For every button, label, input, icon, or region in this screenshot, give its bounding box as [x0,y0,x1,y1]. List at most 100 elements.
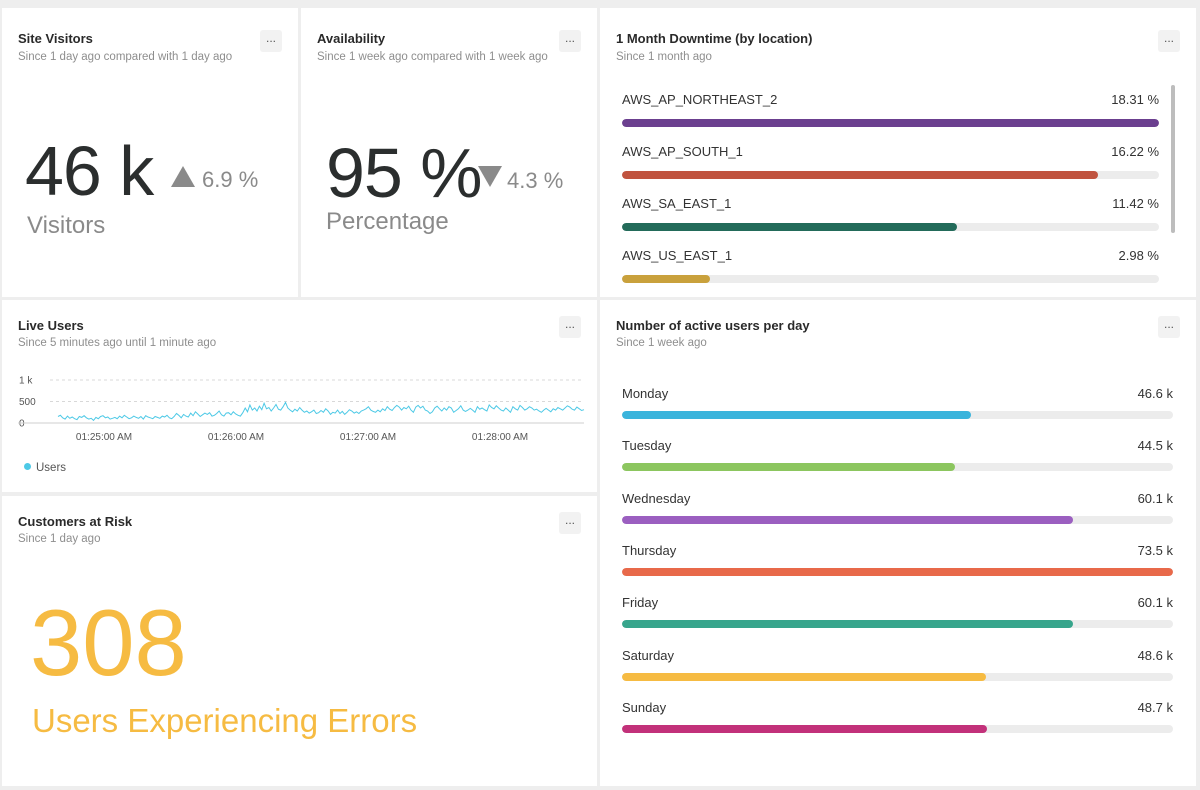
y-tick-label: 500 [19,397,36,408]
active-users-bar-label: Saturday [622,647,675,663]
live-users-card: Live Users Since 5 minutes ago until 1 m… [2,300,597,492]
site-visitors-value: 46 k [25,132,154,210]
active-users-bar-row: Sunday 48.7 k [622,700,1173,752]
active-users-bar-label: Sunday [622,699,667,715]
y-tick-label: 0 [19,419,25,430]
downtime-bar-value: 2.98 % [1118,248,1159,263]
x-tick-label: 01:28:00 AM [472,432,528,443]
site-visitors-menu-button[interactable]: ... [260,30,282,52]
downtime-title: 1 Month Downtime (by location) [616,31,813,46]
customers-at-risk-menu-button[interactable]: ... [559,512,581,534]
downtime-bar-label: AWS_AP_NORTHEAST_2 [622,92,778,107]
x-tick-label: 01:26:00 AM [208,432,264,443]
downtime-bar-track [622,223,1159,231]
active-users-bar-label: Monday [622,386,669,401]
live-users-legend: Users [24,462,66,474]
downtime-bar-fill [622,223,958,231]
availability-delta: 4.3 % [507,168,564,193]
active-users-bar-fill [622,724,988,733]
x-tick-label: 01:25:00 AM [76,432,132,443]
active-users-title: Number of active users per day [616,318,810,333]
downtime-subtitle: Since 1 month ago [616,51,712,63]
active-users-subtitle: Since 1 week ago [616,337,707,349]
active-users-bar-track [622,672,1173,681]
site-visitors-unit: Visitors [27,212,106,239]
downtime-bar-value: 16.22 % [1111,144,1159,159]
active-users-bar-track [622,411,1173,419]
active-users-bar-value: 46.6 k [1137,386,1173,401]
site-visitors-card: Site Visitors Since 1 day ago compared w… [2,8,298,297]
active-users-bar-row: Friday 60.1 k [622,595,1173,647]
x-tick-label: 01:27:00 AM [340,432,396,443]
active-users-bar-value: 60.1 k [1137,595,1173,611]
downtime-bar-fill [622,119,1159,127]
active-users-bar-fill [622,672,987,681]
live-users-menu-button[interactable]: ... [559,316,581,338]
downtime-bar-label: AWS_SA_EAST_1 [622,196,732,211]
live-users-line-chart: 1 k 500 0 01:25:00 AM 01:26:00 AM 01:27:00 AM… [18,376,585,443]
downtime-bar-label: AWS_AP_SOUTH_1 [622,144,743,159]
legend-dot-icon [24,463,31,470]
active-users-bar-track [622,620,1173,629]
customers-at-risk-title: Customers at Risk [18,514,133,529]
downtime-bar-fill [622,171,1098,179]
active-users-bar-track [622,567,1173,576]
active-users-bar-label: Thursday [622,542,677,558]
active-users-bar-value: 48.7 k [1137,699,1173,715]
downtime-bar-row: AWS_AP_SOUTH_1 16.22 % [622,144,1159,196]
downtime-bar-value: 11.42 % [1112,196,1159,211]
active-users-bar-row: Wednesday 60.1 k [622,491,1173,543]
downtime-bar-label: AWS_US_EAST_1 [622,248,733,263]
active-users-card: Number of active users per day Since 1 w… [600,300,1196,786]
active-users-bar-row: Tuesday 44.5 k [622,438,1173,490]
active-users-bar-label: Tuesday [622,438,672,454]
availability-value: 95 % [326,134,483,212]
downtime-bar-track [622,275,1159,283]
availability-menu-button[interactable]: ... [559,30,581,52]
trend-down-icon [478,166,502,187]
downtime-bar-value: 18.31 % [1111,92,1159,107]
active-users-bar-value: 60.1 k [1137,490,1173,506]
downtime-bar-row: AWS_SA_EAST_1 11.42 % [622,196,1159,248]
site-visitors-delta: 6.9 % [202,167,259,192]
downtime-scrollbar[interactable] [1171,85,1175,233]
active-users-bar-row: Thursday 73.5 k [622,543,1173,595]
downtime-bar-fill [622,275,710,283]
customers-at-risk-subtitle: Since 1 day ago [18,533,101,545]
live-users-subtitle: Since 5 minutes ago until 1 minute ago [18,337,217,349]
active-users-bar-label: Friday [622,595,659,611]
customers-at-risk-card: Customers at Risk Since 1 day ago ... [2,496,597,786]
downtime-bar-track [622,171,1159,179]
active-users-bar-value: 44.5 k [1137,438,1173,454]
active-users-bar-fill [622,515,1073,524]
active-users-bar-fill [622,463,956,472]
site-visitors-title: Site Visitors [18,31,93,46]
downtime-menu-button[interactable]: ... [1158,30,1180,52]
active-users-bar-row: Monday 46.6 k [622,386,1173,438]
availability-subtitle: Since 1 week ago compared with 1 week ag… [317,51,548,63]
active-users-bar-fill [622,567,1173,576]
active-users-bar-track [622,724,1173,733]
active-users-menu-button[interactable]: ... [1158,316,1180,338]
legend-label: Users [36,462,67,474]
availability-card: Availability Since 1 week ago compared w… [301,8,597,297]
downtime-bar-row: AWS_AP_NORTHEAST_2 18.31 % [622,92,1159,144]
active-users-bar-row: Saturday 48.6 k [622,648,1173,700]
active-users-bar-value: 48.6 k [1137,647,1173,663]
active-users-bar-fill [622,620,1073,629]
active-users-bar-label: Wednesday [622,490,691,506]
downtime-card: 1 Month Downtime (by location) Since 1 m… [600,8,1196,297]
active-users-bar-value: 73.5 k [1137,542,1173,558]
customers-at-risk-value: 308 [30,590,187,695]
customers-at-risk-label: Users Experiencing Errors [32,702,418,739]
availability-unit: Percentage [326,208,449,235]
series-line-users [57,401,585,422]
live-users-title: Live Users [18,318,84,333]
availability-title: Availability [317,31,386,46]
downtime-bar-row: AWS_US_EAST_1 2.98 % [622,248,1159,297]
active-users-bar-track [622,463,1173,472]
y-tick-label: 1 k [19,376,33,387]
active-users-bar-fill [622,411,972,419]
site-visitors-subtitle: Since 1 day ago compared with 1 day ago [18,51,233,63]
trend-up-icon [171,166,195,187]
